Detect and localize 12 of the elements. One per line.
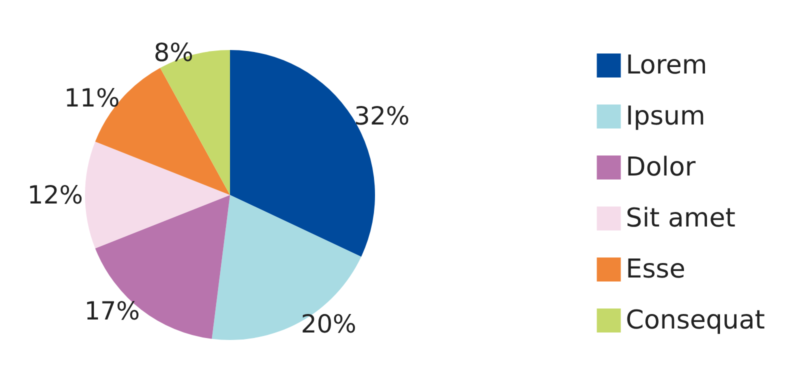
data-label: 11% [64, 83, 120, 112]
data-label: 17% [84, 296, 140, 326]
data-label: 12% [27, 180, 83, 210]
data-label: 8% [154, 38, 194, 68]
legend-label: Ipsum [626, 102, 706, 132]
legend-label: Dolor [626, 152, 696, 182]
data-label: 20% [300, 309, 356, 338]
legend-label: Sit amet [626, 204, 736, 234]
legend-label: Lorem [626, 50, 708, 80]
data-label: 32% [354, 102, 410, 131]
legend-label: Esse [626, 254, 686, 284]
legend-label: Consequat [626, 306, 766, 336]
